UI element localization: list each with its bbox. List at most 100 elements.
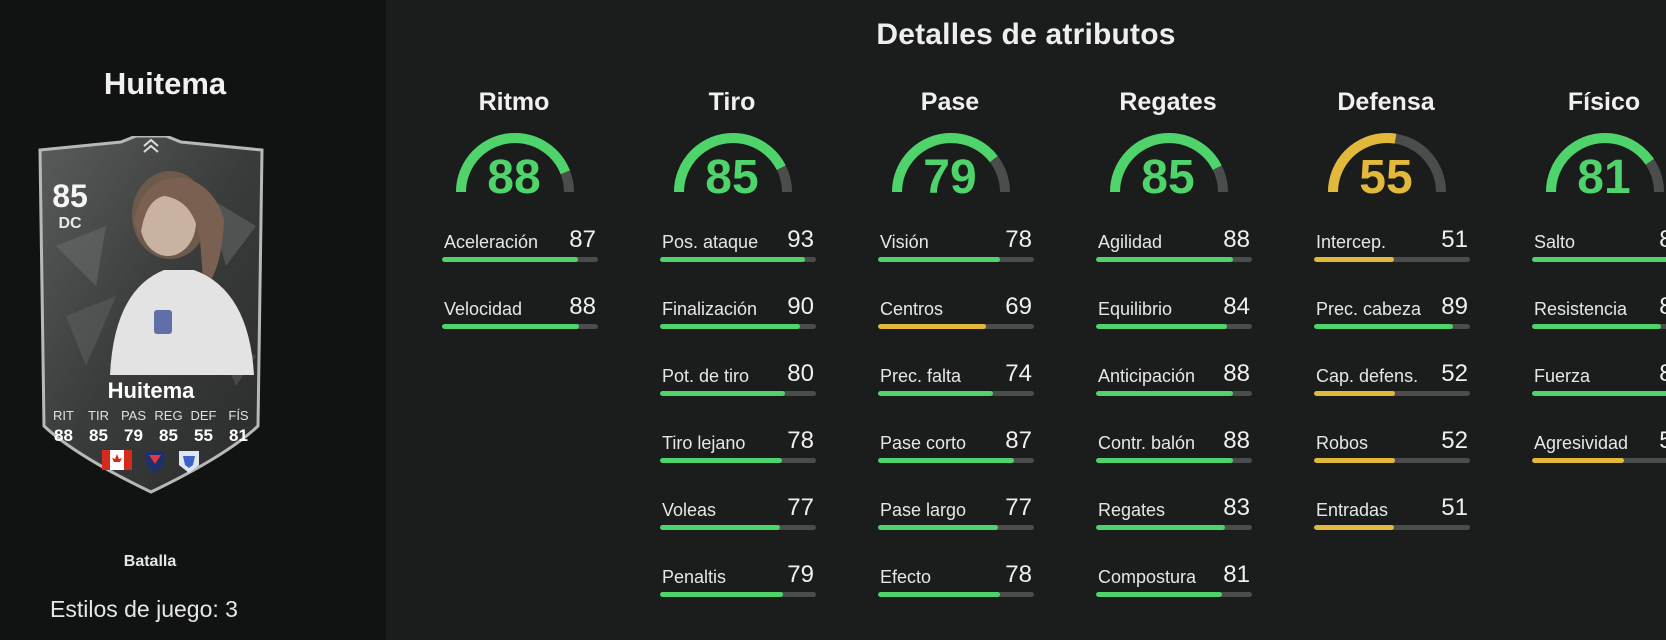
player-card[interactable]: 85 DC Huitema RIT TIR PAS REG DEF FÍS 88… xyxy=(26,136,276,494)
category-value: 81 xyxy=(1577,151,1631,204)
attribute-bar-fill xyxy=(442,257,578,262)
card-stat-labels: RIT TIR PAS REG DEF FÍS xyxy=(46,408,256,423)
card-stat-label: DEF xyxy=(190,408,217,423)
attribute-bar-fill xyxy=(660,257,806,262)
attribute-row: Cap. defens. 52 xyxy=(1314,360,1470,400)
card-stat-value: 55 xyxy=(194,426,213,445)
playstyles-count[interactable]: Estilos de juego: 3 xyxy=(50,596,238,622)
attribute-name: Salto xyxy=(1534,232,1576,252)
attribute-bar-track xyxy=(1314,257,1470,262)
attribute-value: 52 xyxy=(1441,360,1468,387)
attribute-bar-track xyxy=(878,391,1034,396)
attribute-bar-track xyxy=(1096,324,1252,329)
attribute-name: Pos. ataque xyxy=(662,232,759,252)
attribute-value: 89 xyxy=(1441,293,1468,320)
attribute-value: 69 xyxy=(1005,293,1032,320)
attribute-row: Salto 89 xyxy=(1532,226,1666,266)
attribute-value: 87 xyxy=(1005,427,1032,454)
attribute-bar-fill xyxy=(660,324,801,329)
attribute-bar-fill xyxy=(1532,458,1625,463)
category-name: Ritmo xyxy=(478,88,550,116)
attribute-bar-track xyxy=(660,458,816,463)
attribute-bar-fill xyxy=(1096,324,1228,329)
attribute-name: Pase corto xyxy=(880,433,967,453)
category-value: 85 xyxy=(705,151,759,204)
attribute-name: Regates xyxy=(1098,500,1166,520)
attribute-bar-track xyxy=(660,592,816,597)
attribute-value: 88 xyxy=(569,293,596,320)
attribute-value: 89 xyxy=(1659,226,1666,253)
attribute-value: 87 xyxy=(1659,360,1666,387)
attribute-bar-fill xyxy=(1532,324,1662,329)
attribute-bar-fill xyxy=(878,324,986,329)
attribute-row: Velocidad 88 xyxy=(442,293,598,333)
attribute-row: Compostura 81 xyxy=(1096,561,1252,601)
attribute-bar-track xyxy=(878,257,1034,262)
attribute-bar-fill xyxy=(1314,391,1396,396)
gauge-fill xyxy=(1546,133,1664,193)
attribute-value: 78 xyxy=(1005,561,1032,588)
category-column-1: Tiro 85 Pos. ataque 93 Finalización 90 Pot. de… xyxy=(642,0,822,640)
category-column-5: Físico 81 Salto 89 Resistencia 83 Fuerza 87 Agre… xyxy=(1514,0,1666,640)
attribute-row: Intercep. 51 xyxy=(1314,226,1470,266)
attribute-row: Aceleración 87 xyxy=(442,226,598,266)
attribute-bar-fill xyxy=(1314,257,1394,262)
attribute-name: Anticipación xyxy=(1098,366,1196,386)
attribute-name: Intercep. xyxy=(1316,232,1387,252)
attribute-name: Robos xyxy=(1316,433,1369,453)
attribute-bar-fill xyxy=(1314,324,1453,329)
attribute-bar-track xyxy=(1314,391,1470,396)
gauge-fill xyxy=(674,133,792,193)
category-name: Defensa xyxy=(1337,88,1435,116)
attribute-bar-fill xyxy=(878,592,1000,597)
attribute-row: Penaltis 79 xyxy=(660,561,816,601)
attribute-row: Resistencia 83 xyxy=(1532,293,1666,333)
attribute-row: Tiro lejano 78 xyxy=(660,427,816,467)
attribute-bar-track xyxy=(1096,391,1252,396)
attribute-value: 78 xyxy=(787,427,814,454)
attribute-bar-track xyxy=(1096,257,1252,262)
card-stat-value: 79 xyxy=(124,426,143,445)
category-name: Tiro xyxy=(708,88,756,116)
attribute-value: 77 xyxy=(1005,494,1032,521)
attribute-name: Compostura xyxy=(1098,567,1197,587)
category-name: Regates xyxy=(1119,88,1217,116)
attribute-value: 52 xyxy=(1441,427,1468,454)
attribute-row: Regates 83 xyxy=(1096,494,1252,534)
card-stat-values: 88 85 79 85 55 81 xyxy=(46,426,256,446)
card-stat-label: TIR xyxy=(88,408,109,423)
attribute-name: Velocidad xyxy=(444,299,523,319)
attribute-name: Pase largo xyxy=(880,500,967,520)
attribute-value: 74 xyxy=(1005,360,1032,387)
attribute-bar-track xyxy=(1096,592,1252,597)
category-column-2: Pase 79 Visión 78 Centros 69 Prec. falta 74 Pase… xyxy=(860,0,1040,640)
attribute-name: Pot. de tiro xyxy=(662,366,750,386)
attribute-value: 87 xyxy=(569,226,596,253)
attribute-name: Agresividad xyxy=(1534,433,1629,453)
category-value: 79 xyxy=(923,151,977,204)
attribute-bar-track xyxy=(1314,324,1470,329)
attribute-bar-fill xyxy=(878,391,994,396)
attribute-bar-track xyxy=(1096,525,1252,530)
attribute-value: 78 xyxy=(1005,226,1032,253)
attribute-value: 93 xyxy=(787,226,814,253)
attribute-value: 88 xyxy=(1223,427,1250,454)
attribute-bar-fill xyxy=(1532,391,1666,396)
attribute-value: 88 xyxy=(1223,226,1250,253)
attribute-row: Robos 52 xyxy=(1314,427,1470,467)
category-name: Físico xyxy=(1567,88,1641,116)
attribute-bar-track xyxy=(878,324,1034,329)
attribute-row: Equilibrio 84 xyxy=(1096,293,1252,333)
attribute-bar-track xyxy=(878,592,1034,597)
category-gauge xyxy=(674,133,792,193)
attribute-name: Tiro lejano xyxy=(662,433,746,453)
attribute-bar-track xyxy=(660,525,816,530)
category-value: 85 xyxy=(1141,151,1195,204)
attribute-bar-track xyxy=(660,257,816,262)
league-crest-icon xyxy=(145,452,165,473)
attribute-name: Visión xyxy=(880,232,929,252)
attribute-row: Agresividad 59 xyxy=(1532,427,1666,467)
attribute-bar-fill xyxy=(1096,391,1234,396)
attribute-name: Resistencia xyxy=(1534,299,1628,319)
gauge-fill xyxy=(1110,133,1228,193)
